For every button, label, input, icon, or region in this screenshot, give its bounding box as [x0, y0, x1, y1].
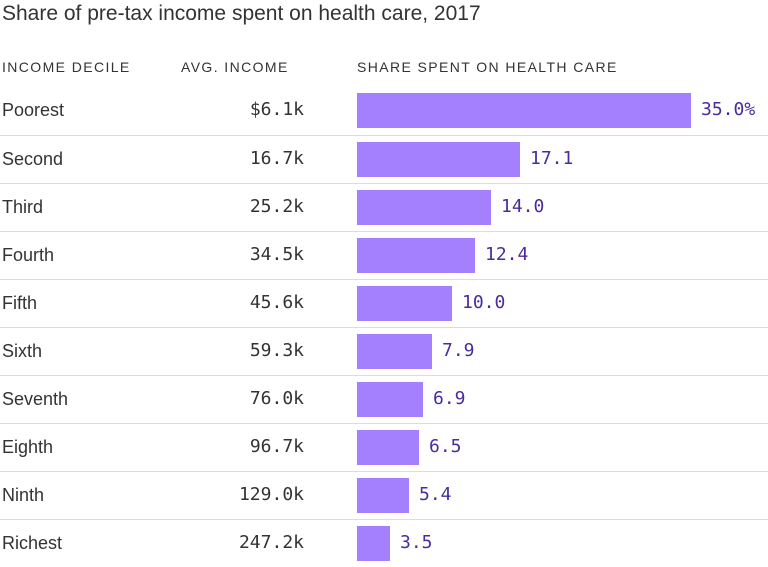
avg-income-value: 76.0k: [249, 388, 304, 409]
decile-label: Poorest: [2, 100, 65, 120]
bar-value-label: 17.1: [530, 148, 574, 169]
decile-label: Sixth: [2, 341, 43, 361]
bar: [357, 190, 491, 225]
bar: [357, 430, 419, 465]
table-row: Third 25.2k 14.0: [0, 183, 768, 231]
bar: [357, 286, 452, 321]
bar-value-label: 12.4: [485, 244, 529, 265]
bar: [357, 478, 409, 513]
table-row: Ninth 129.0k 5.4: [0, 471, 768, 519]
bar-value-label: 35.0%: [701, 99, 756, 120]
table-row: Fifth 45.6k 10.0: [0, 279, 768, 327]
bar-value-label: 5.4: [419, 484, 452, 505]
avg-income-value: 129.0k: [238, 484, 304, 505]
decile-label: Third: [2, 197, 44, 217]
table-row: Richest 247.2k 3.5: [0, 519, 768, 567]
bar-value-label: 14.0: [501, 196, 545, 217]
avg-income-value: 59.3k: [249, 340, 304, 361]
bar: [357, 142, 520, 177]
table-row: Sixth 59.3k 7.9: [0, 327, 768, 375]
avg-income-value: 45.6k: [249, 292, 304, 313]
decile-label: Fifth: [2, 293, 38, 313]
avg-income-value: 96.7k: [249, 436, 304, 457]
column-header-share: SHARE SPENT ON HEALTH CARE: [357, 59, 618, 75]
table-row: Second 16.7k 17.1: [0, 135, 768, 183]
bar: [357, 238, 475, 273]
bar: [357, 382, 423, 417]
decile-label: Second: [2, 149, 64, 169]
decile-label: Eighth: [2, 437, 54, 457]
avg-income-value: 34.5k: [249, 244, 304, 265]
decile-label: Fourth: [2, 245, 55, 265]
bar-value-label: 6.9: [433, 388, 466, 409]
decile-label: Ninth: [2, 485, 45, 505]
bar-value-label: 6.5: [429, 436, 462, 457]
bar-value-label: 3.5: [400, 532, 433, 553]
column-header-income: AVG. INCOME: [181, 59, 289, 75]
table-row: Fourth 34.5k 12.4: [0, 231, 768, 279]
column-header-decile: INCOME DECILE: [2, 59, 131, 75]
bar-value-label: 10.0: [462, 292, 506, 313]
bar-value-label: 7.9: [442, 340, 475, 361]
chart-title: Share of pre-tax income spent on health …: [2, 2, 481, 25]
avg-income-value: 247.2k: [238, 532, 304, 553]
bar: [357, 93, 691, 128]
avg-income-value: 25.2k: [249, 196, 304, 217]
table-row: Poorest $6.1k 35.0%: [0, 87, 768, 135]
table-row: Seventh 76.0k 6.9: [0, 375, 768, 423]
decile-label: Seventh: [2, 389, 69, 409]
avg-income-value: $6.1k: [249, 99, 304, 120]
table-row: Eighth 96.7k 6.5: [0, 423, 768, 471]
avg-income-value: 16.7k: [249, 148, 304, 169]
bar: [357, 334, 432, 369]
bar: [357, 526, 390, 561]
decile-label: Richest: [2, 533, 63, 553]
